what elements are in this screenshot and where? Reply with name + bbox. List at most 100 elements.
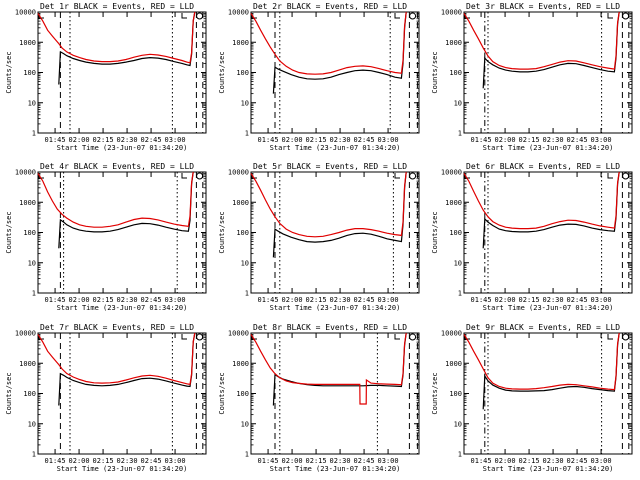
y-tick-label: 10 xyxy=(241,259,249,267)
plot-frame xyxy=(37,332,207,455)
x-tick-label: 02:00 xyxy=(282,136,303,144)
corner-circle-marker xyxy=(196,333,204,341)
y-axis-label: Counts/sec xyxy=(431,372,439,414)
x-tick-label: 02:45 xyxy=(567,457,588,465)
x-tick-label: 02:15 xyxy=(519,136,540,144)
corner-circle-marker xyxy=(196,172,204,180)
detector-panel: Det 5r BLACK = Events, RED = LLD 1 10 100 10… xyxy=(218,162,420,312)
lld-series-line xyxy=(250,332,407,405)
lld-series-line xyxy=(463,11,620,70)
x-tick-label: 01:45 xyxy=(471,136,492,144)
x-tick-label: 01:45 xyxy=(45,136,66,144)
detector-panel: Det 8r BLACK = Events, RED = LLD 1 10 100 10… xyxy=(218,323,420,473)
x-tick-label: 02:45 xyxy=(141,296,162,304)
x-tick-label: 02:15 xyxy=(306,136,327,144)
panel-title: Det 2r BLACK = Events, RED = LLD xyxy=(253,2,407,11)
corner-marker xyxy=(607,173,613,179)
y-tick-label: 10000 xyxy=(441,330,462,338)
corner-marker xyxy=(394,13,400,19)
y-tick-label: 10000 xyxy=(15,330,36,338)
y-tick-label: 1 xyxy=(245,451,249,459)
x-tick-label: 01:45 xyxy=(471,296,492,304)
x-tick-label: 02:30 xyxy=(117,457,138,465)
panel-title: Det 8r BLACK = Events, RED = LLD xyxy=(253,323,407,332)
x-tick-label: 02:15 xyxy=(519,457,540,465)
x-tick-label: 01:45 xyxy=(45,457,66,465)
x-tick-label: 02:00 xyxy=(282,457,303,465)
plot-frame xyxy=(250,332,420,455)
y-tick-label: 10 xyxy=(454,420,462,428)
y-tick-label: 1 xyxy=(245,290,249,298)
x-axis-label: Start Time (23-Jun-07 01:34:20) xyxy=(270,304,401,312)
y-tick-label: 10000 xyxy=(441,9,462,17)
y-tick-label: 100 xyxy=(449,69,462,77)
corner-marker xyxy=(181,13,187,19)
y-tick-label: 10 xyxy=(28,99,36,107)
y-axis-label: Counts/sec xyxy=(5,372,13,414)
detector-panel: Det 9r BLACK = Events, RED = LLD 1 10 100 10… xyxy=(431,323,633,473)
events-series-line xyxy=(58,332,196,406)
events-series-line xyxy=(58,171,194,249)
panel-title: Det 1r BLACK = Events, RED = LLD xyxy=(40,2,194,11)
x-tick-label: 02:30 xyxy=(543,136,564,144)
x-tick-label: 02:30 xyxy=(117,136,138,144)
x-tick-label: 02:00 xyxy=(69,296,90,304)
corner-marker xyxy=(394,334,400,340)
x-tick-label: 02:00 xyxy=(69,136,90,144)
x-tick-label: 02:45 xyxy=(141,136,162,144)
events-series-line xyxy=(272,332,407,406)
corner-circle-marker xyxy=(409,172,417,180)
y-axis-label: Counts/sec xyxy=(431,51,439,93)
events-series-line xyxy=(58,11,196,85)
plot-frame xyxy=(463,171,633,294)
y-tick-label: 1000 xyxy=(232,199,249,207)
y-tick-label: 10000 xyxy=(228,330,249,338)
y-tick-label: 1000 xyxy=(445,39,462,47)
x-tick-label: 02:00 xyxy=(495,296,516,304)
x-tick-label: 02:00 xyxy=(69,457,90,465)
y-tick-label: 1000 xyxy=(445,199,462,207)
y-tick-label: 1 xyxy=(32,130,36,138)
corner-circle-marker xyxy=(409,12,417,20)
x-tick-label: 02:30 xyxy=(330,136,351,144)
y-tick-label: 10000 xyxy=(15,169,36,177)
y-tick-label: 1 xyxy=(32,451,36,459)
x-axis-label: Start Time (23-Jun-07 01:34:20) xyxy=(483,304,614,312)
lld-series-line xyxy=(463,332,620,391)
x-tick-label: 02:45 xyxy=(141,457,162,465)
y-tick-label: 100 xyxy=(236,390,249,398)
y-tick-label: 1000 xyxy=(19,199,36,207)
y-tick-label: 10 xyxy=(241,420,249,428)
y-tick-label: 10 xyxy=(241,99,249,107)
y-tick-label: 1000 xyxy=(232,39,249,47)
x-tick-label: 03:00 xyxy=(591,457,612,465)
x-tick-label: 01:45 xyxy=(258,296,279,304)
x-tick-label: 03:00 xyxy=(165,296,186,304)
panel-title: Det 5r BLACK = Events, RED = LLD xyxy=(253,162,407,171)
corner-marker xyxy=(607,13,613,19)
y-tick-label: 10000 xyxy=(228,169,249,177)
x-tick-label: 03:00 xyxy=(591,136,612,144)
x-tick-label: 02:30 xyxy=(330,457,351,465)
y-axis-label: Counts/sec xyxy=(431,211,439,253)
plot-frame xyxy=(37,11,207,134)
y-tick-label: 1000 xyxy=(232,360,249,368)
y-tick-label: 1000 xyxy=(445,360,462,368)
detector-panel: Det 2r BLACK = Events, RED = LLD 1 10 100 10… xyxy=(218,2,420,152)
x-tick-label: 03:00 xyxy=(165,136,186,144)
y-tick-label: 1000 xyxy=(19,39,36,47)
x-tick-label: 03:00 xyxy=(378,136,399,144)
y-tick-label: 100 xyxy=(23,390,36,398)
x-tick-label: 02:30 xyxy=(117,296,138,304)
y-tick-label: 100 xyxy=(449,229,462,237)
y-tick-label: 100 xyxy=(23,69,36,77)
panel-title: Det 4r BLACK = Events, RED = LLD xyxy=(40,162,194,171)
x-tick-label: 02:45 xyxy=(567,136,588,144)
y-tick-label: 100 xyxy=(236,229,249,237)
x-tick-label: 01:45 xyxy=(258,136,279,144)
y-tick-label: 100 xyxy=(23,229,36,237)
x-tick-label: 03:00 xyxy=(378,296,399,304)
x-tick-label: 01:45 xyxy=(45,296,66,304)
y-tick-label: 10 xyxy=(454,259,462,267)
